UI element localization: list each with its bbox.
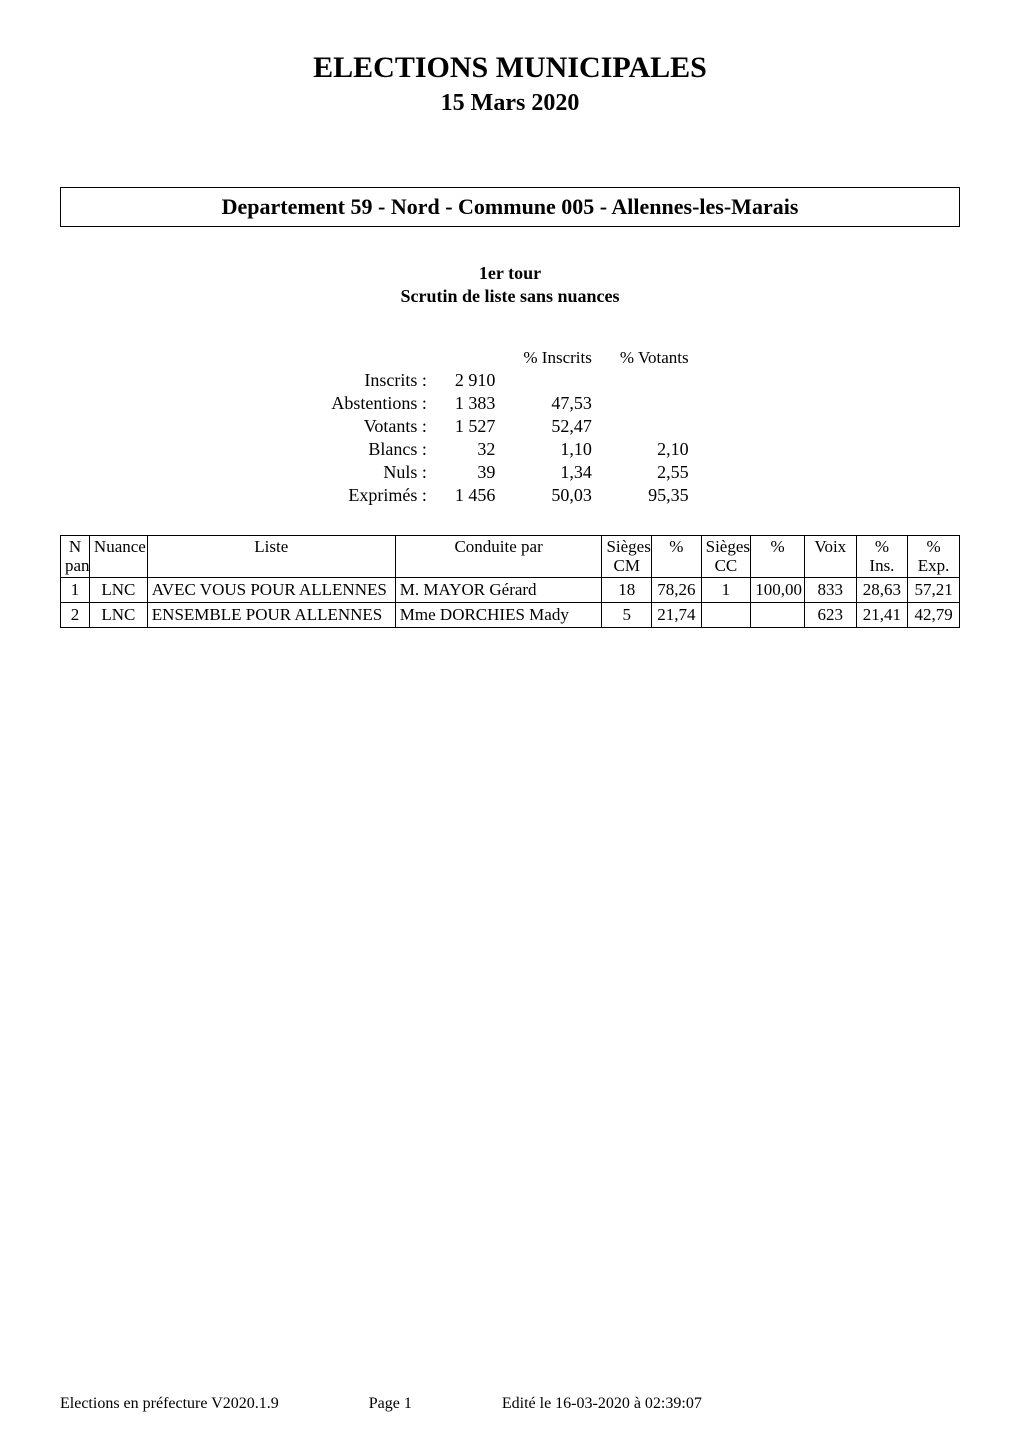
results-table: N pan Nuance Liste Conduite par Sièges C… [60, 535, 960, 628]
cell-pct1: 78,26 [652, 578, 702, 603]
stats-pi: 52,47 [509, 415, 605, 438]
stats-label: Exprimés : [317, 484, 441, 507]
stats-row: Blancs : 32 1,10 2,10 [317, 438, 702, 461]
cell-conduite: Mme DORCHIES Mady [395, 603, 602, 628]
doc-date: 15 Mars 2020 [60, 90, 960, 117]
page-root: ELECTIONS MUNICIPALES 15 Mars 2020 Depar… [0, 0, 1020, 1443]
stats-n: 1 527 [441, 415, 510, 438]
results-row: 2 LNC ENSEMBLE POUR ALLENNES Mme DORCHIE… [61, 603, 960, 628]
cell-pexp: 57,21 [908, 578, 960, 603]
cell-voix: 833 [804, 578, 856, 603]
stats-n: 32 [441, 438, 510, 461]
cell-conduite: M. MAYOR Gérard [395, 578, 602, 603]
cell-pexp: 42,79 [908, 603, 960, 628]
stats-pi: 1,34 [509, 461, 605, 484]
col-header-cm-sub: CM [614, 556, 640, 575]
col-header-pct2: % [751, 536, 805, 578]
cell-liste: AVEC VOUS POUR ALLENNES [147, 578, 395, 603]
stats-empty-header [441, 347, 510, 369]
stats-label: Inscrits : [317, 369, 441, 392]
stats-row: Nuls : 39 1,34 2,55 [317, 461, 702, 484]
cell-nuance: LNC [89, 603, 147, 628]
scrutin-label: Scrutin de liste sans nuances [60, 286, 960, 307]
stats-header-inscrits: % Inscrits [509, 347, 605, 369]
stats-pi: 50,03 [509, 484, 605, 507]
stats-pi: 1,10 [509, 438, 605, 461]
col-header-n-top: N [69, 537, 81, 556]
col-header-cc-sub: CC [715, 556, 738, 575]
cell-pct2 [751, 603, 805, 628]
stats-pv: 2,55 [606, 461, 703, 484]
cell-cm: 18 [602, 578, 652, 603]
stats-pv [606, 369, 703, 392]
stats-n: 1 456 [441, 484, 510, 507]
stats-pv: 2,10 [606, 438, 703, 461]
cell-pct1: 21,74 [652, 603, 702, 628]
col-header-pexp: % Exp. [908, 536, 960, 578]
cell-voix: 623 [804, 603, 856, 628]
stats-label: Blancs : [317, 438, 441, 461]
col-header-pins: % Ins. [856, 536, 908, 578]
round-label: 1er tour [60, 263, 960, 284]
stats-pv [606, 392, 703, 415]
col-header-conduite: Conduite par [395, 536, 602, 578]
footer: Elections en préfecture V2020.1.9 Page 1… [60, 1395, 960, 1413]
col-header-n-sub: pan [65, 556, 89, 575]
stats-label: Abstentions : [317, 392, 441, 415]
footer-page: Page 1 [369, 1395, 412, 1413]
cell-liste: ENSEMBLE POUR ALLENNES [147, 603, 395, 628]
stats-n: 2 910 [441, 369, 510, 392]
stats-pv [606, 415, 703, 438]
cell-cc: 1 [701, 578, 751, 603]
cell-cc [701, 603, 751, 628]
cell-n: 2 [61, 603, 90, 628]
stats-n: 39 [441, 461, 510, 484]
dept-box: Departement 59 - Nord - Commune 005 - Al… [60, 187, 960, 227]
col-header-liste: Liste [147, 536, 395, 578]
stats-pv: 95,35 [606, 484, 703, 507]
col-header-cc-top: Sièges [706, 537, 750, 556]
doc-title: ELECTIONS MUNICIPALES [60, 50, 960, 86]
cell-pins: 28,63 [856, 578, 908, 603]
stats-row: Abstentions : 1 383 47,53 [317, 392, 702, 415]
col-header-voix: Voix [804, 536, 856, 578]
results-header-row: N pan Nuance Liste Conduite par Sièges C… [61, 536, 960, 578]
stats-table: % Inscrits % Votants Inscrits : 2 910 Ab… [317, 347, 702, 507]
dept-header: Departement 59 - Nord - Commune 005 - Al… [61, 194, 959, 220]
footer-version: Elections en préfecture V2020.1.9 [60, 1395, 279, 1413]
cell-pins: 21,41 [856, 603, 908, 628]
col-header-n: N pan [61, 536, 90, 578]
footer-edited: Edité le 16-03-2020 à 02:39:07 [502, 1395, 702, 1413]
stats-row: Exprimés : 1 456 50,03 95,35 [317, 484, 702, 507]
stats-row: Votants : 1 527 52,47 [317, 415, 702, 438]
stats-label: Votants : [317, 415, 441, 438]
stats-header-votants: % Votants [606, 347, 703, 369]
cell-cm: 5 [602, 603, 652, 628]
col-header-pct1: % [652, 536, 702, 578]
stats-n: 1 383 [441, 392, 510, 415]
stats-row: Inscrits : 2 910 [317, 369, 702, 392]
results-row: 1 LNC AVEC VOUS POUR ALLENNES M. MAYOR G… [61, 578, 960, 603]
col-header-cm-top: Sièges [606, 537, 650, 556]
stats-pi [509, 369, 605, 392]
stats-pi: 47,53 [509, 392, 605, 415]
col-header-nuance: Nuance [89, 536, 147, 578]
stats-label: Nuls : [317, 461, 441, 484]
cell-n: 1 [61, 578, 90, 603]
cell-nuance: LNC [89, 578, 147, 603]
col-header-cc: Sièges CC [701, 536, 751, 578]
stats-empty-header [317, 347, 441, 369]
col-header-cm: Sièges CM [602, 536, 652, 578]
cell-pct2: 100,00 [751, 578, 805, 603]
